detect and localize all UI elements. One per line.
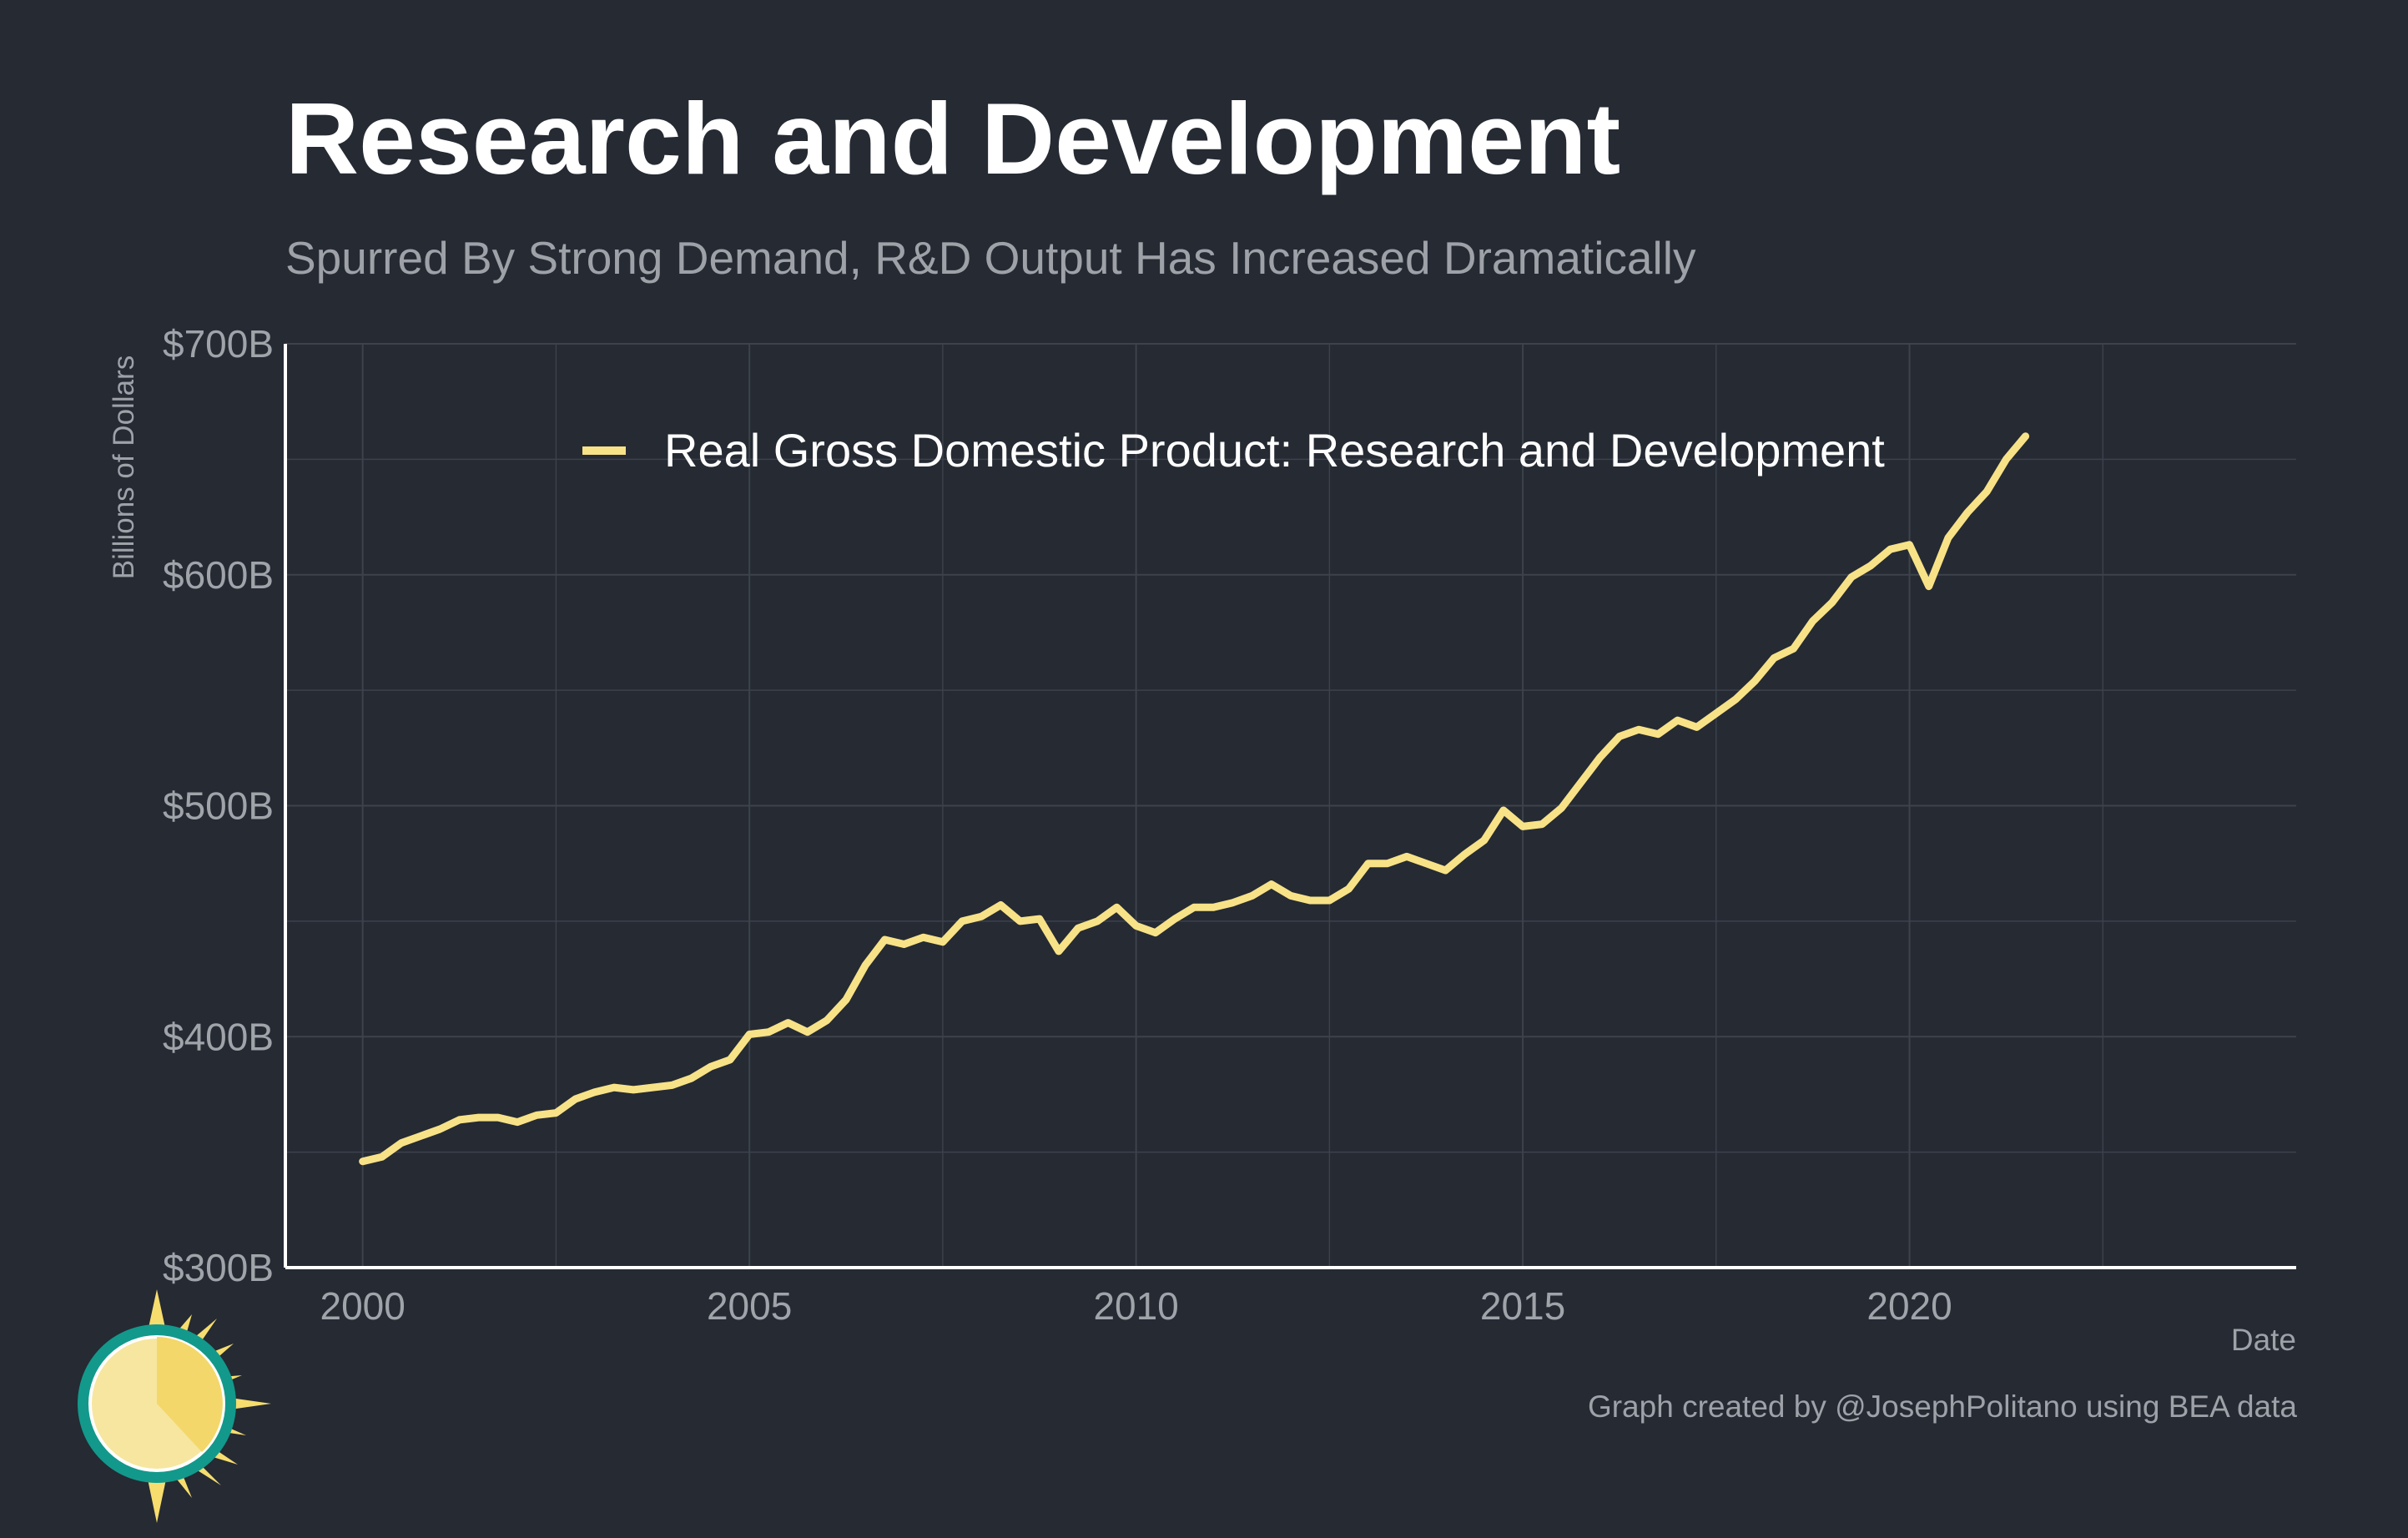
y-tick-label: $700B [163,322,274,366]
x-tick-label: 2005 [707,1284,792,1328]
y-axis-label: Billions of Dollars [108,356,140,579]
y-tick-label: $500B [163,784,274,828]
x-tick-label: 2015 [1480,1284,1565,1328]
legend: Real Gross Domestic Product: Research an… [582,424,1885,477]
x-axis-ticks: 2000 2005 2010 2015 2020 [320,1284,1952,1328]
grid-lines [285,343,2296,1268]
series-lines [359,432,2030,1166]
y-axis-ticks: $300B $400B $500B $600B $700B [163,322,274,1289]
source-caption: Graph created by @JosephPolitano using B… [1587,1389,2297,1424]
legend-label: Real Gross Domestic Product: Research an… [664,424,1885,477]
x-axis-label: Date [2231,1323,2296,1357]
y-tick-label: $600B [163,553,274,597]
series-line [359,432,2030,1166]
chart-title: Research and Development [285,82,1621,195]
axes [284,344,2296,1269]
y-tick-label: $300B [163,1246,274,1289]
x-tick-label: 2000 [320,1284,406,1328]
sun-logo-icon [78,1289,271,1523]
x-tick-label: 2020 [1866,1284,1952,1328]
y-tick-label: $400B [163,1015,274,1058]
chart-subtitle: Spurred By Strong Demand, R&D Output Has… [285,232,1696,284]
x-tick-label: 2010 [1093,1284,1178,1328]
